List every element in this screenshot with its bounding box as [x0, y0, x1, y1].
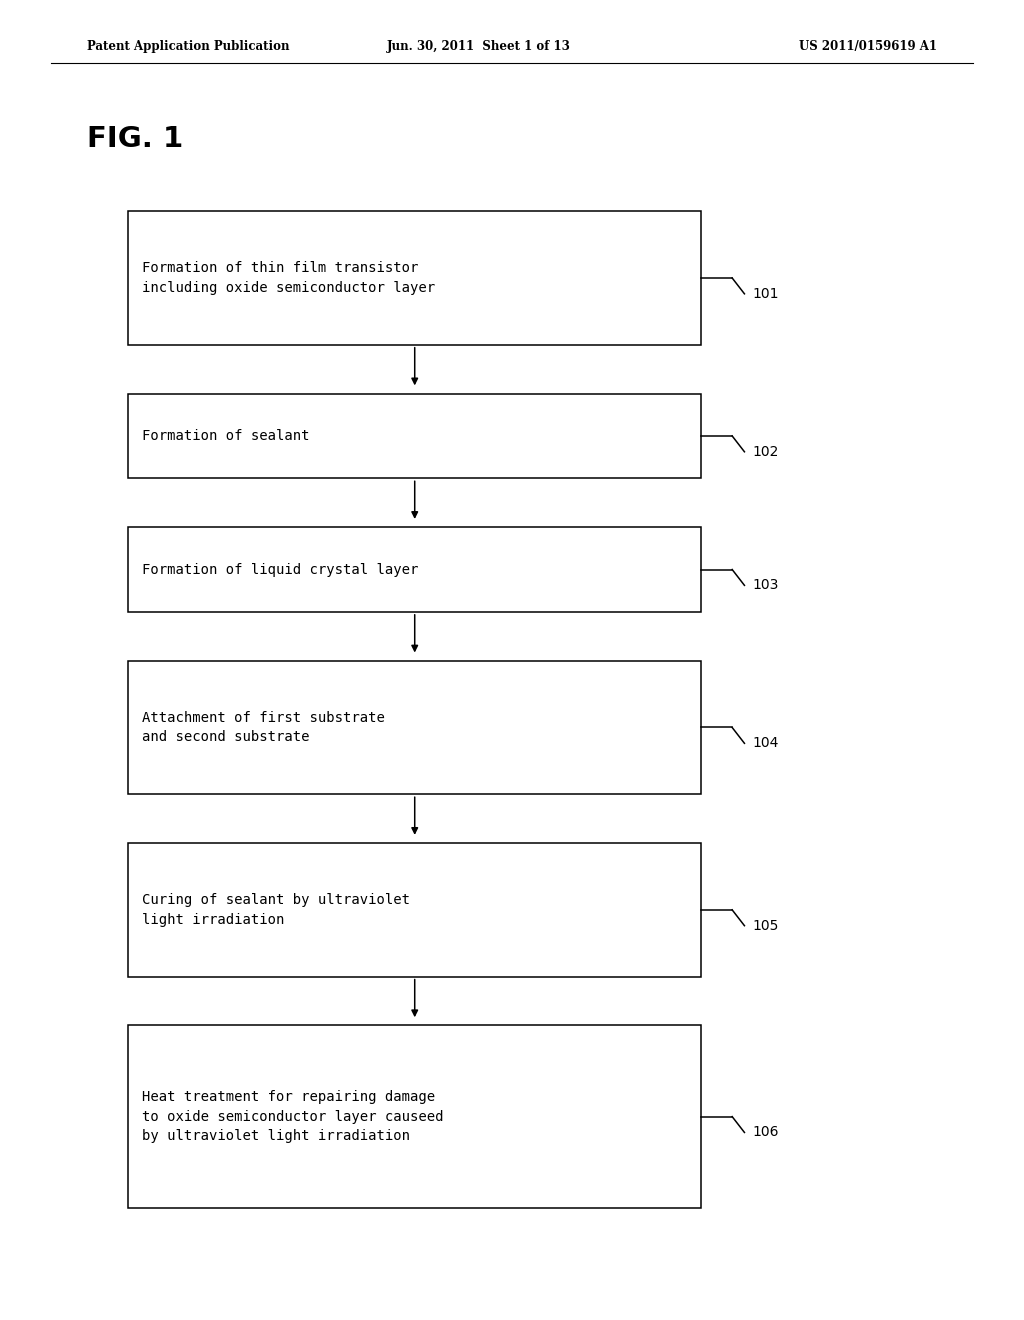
- Bar: [128, 393, 701, 478]
- Text: 101: 101: [753, 286, 779, 301]
- Bar: [128, 1026, 701, 1208]
- Text: FIG. 1: FIG. 1: [87, 124, 183, 153]
- Text: Formation of sealant: Formation of sealant: [142, 429, 310, 444]
- Bar: [128, 211, 701, 345]
- Text: Formation of liquid crystal layer: Formation of liquid crystal layer: [142, 562, 419, 577]
- Bar: [128, 527, 701, 612]
- Text: 106: 106: [753, 1126, 779, 1139]
- Text: Curing of sealant by ultraviolet
light irradiation: Curing of sealant by ultraviolet light i…: [142, 894, 411, 927]
- Text: 103: 103: [753, 578, 779, 593]
- Text: 105: 105: [753, 919, 779, 933]
- Text: Heat treatment for repairing damage
to oxide semiconductor layer causeed
by ultr: Heat treatment for repairing damage to o…: [142, 1090, 443, 1143]
- Text: 104: 104: [753, 737, 779, 750]
- Text: Formation of thin film transistor
including oxide semiconductor layer: Formation of thin film transistor includ…: [142, 261, 435, 294]
- Text: Attachment of first substrate
and second substrate: Attachment of first substrate and second…: [142, 710, 385, 744]
- Text: US 2011/0159619 A1: US 2011/0159619 A1: [799, 40, 937, 53]
- Bar: [128, 661, 701, 795]
- Text: 102: 102: [753, 445, 779, 459]
- Text: Jun. 30, 2011  Sheet 1 of 13: Jun. 30, 2011 Sheet 1 of 13: [387, 40, 571, 53]
- Bar: [128, 843, 701, 977]
- Text: Patent Application Publication: Patent Application Publication: [87, 40, 290, 53]
